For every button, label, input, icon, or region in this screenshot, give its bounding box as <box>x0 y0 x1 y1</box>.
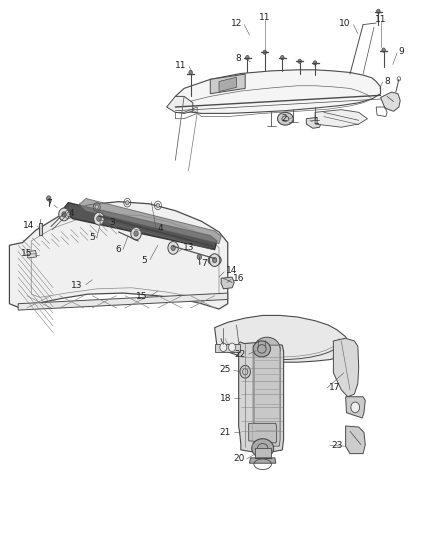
Ellipse shape <box>209 254 220 266</box>
Text: 20: 20 <box>233 455 244 463</box>
Text: 2: 2 <box>281 114 287 123</box>
Ellipse shape <box>377 9 380 13</box>
Polygon shape <box>210 74 245 94</box>
Ellipse shape <box>94 212 104 225</box>
Text: 21: 21 <box>220 428 231 437</box>
Text: 4: 4 <box>68 209 74 218</box>
Ellipse shape <box>208 255 221 265</box>
Text: 18: 18 <box>220 394 231 403</box>
Ellipse shape <box>131 227 141 240</box>
Ellipse shape <box>281 55 284 60</box>
Ellipse shape <box>168 241 178 254</box>
Polygon shape <box>18 293 228 310</box>
Polygon shape <box>315 110 367 127</box>
Ellipse shape <box>229 343 236 352</box>
Ellipse shape <box>382 48 385 52</box>
Text: 1: 1 <box>314 117 320 126</box>
Polygon shape <box>249 423 277 443</box>
Ellipse shape <box>62 212 66 217</box>
Polygon shape <box>39 223 42 235</box>
Polygon shape <box>166 96 193 114</box>
Text: 7: 7 <box>201 260 207 268</box>
Polygon shape <box>10 201 228 309</box>
Ellipse shape <box>171 245 175 251</box>
Text: 4: 4 <box>158 224 163 233</box>
Text: 11: 11 <box>175 61 186 70</box>
Polygon shape <box>175 70 381 114</box>
Polygon shape <box>306 118 321 128</box>
Text: 15: 15 <box>135 292 147 301</box>
Text: 15: 15 <box>21 249 32 259</box>
Ellipse shape <box>197 254 201 260</box>
Polygon shape <box>255 448 271 458</box>
Polygon shape <box>254 345 280 446</box>
Polygon shape <box>215 344 240 352</box>
Ellipse shape <box>220 343 227 352</box>
Ellipse shape <box>253 341 271 357</box>
Ellipse shape <box>246 55 249 60</box>
Polygon shape <box>62 203 217 249</box>
Text: 25: 25 <box>220 365 231 374</box>
Text: 17: 17 <box>329 383 340 392</box>
Ellipse shape <box>252 439 274 458</box>
Text: 13: 13 <box>71 280 83 289</box>
Ellipse shape <box>240 366 251 378</box>
Text: 12: 12 <box>231 19 242 28</box>
Ellipse shape <box>212 257 217 263</box>
Polygon shape <box>27 251 36 258</box>
Ellipse shape <box>156 203 159 207</box>
Text: 3: 3 <box>109 219 115 228</box>
Ellipse shape <box>46 196 51 201</box>
Text: 10: 10 <box>339 19 350 28</box>
Text: 6: 6 <box>115 245 121 254</box>
Polygon shape <box>346 426 365 454</box>
Polygon shape <box>381 92 400 111</box>
Text: 9: 9 <box>398 47 404 55</box>
Text: 22: 22 <box>235 350 246 359</box>
Polygon shape <box>239 342 284 454</box>
Ellipse shape <box>67 212 70 216</box>
Polygon shape <box>221 277 234 289</box>
Polygon shape <box>215 316 350 362</box>
Ellipse shape <box>313 61 317 65</box>
Text: 16: 16 <box>233 273 244 282</box>
Polygon shape <box>219 77 237 92</box>
Text: 8: 8 <box>235 54 241 62</box>
Ellipse shape <box>263 50 267 54</box>
Text: 5: 5 <box>141 256 148 264</box>
Polygon shape <box>346 397 365 418</box>
Ellipse shape <box>298 59 301 63</box>
Text: 11: 11 <box>375 15 386 24</box>
Ellipse shape <box>126 200 129 205</box>
Text: 11: 11 <box>259 13 271 22</box>
Polygon shape <box>250 458 276 463</box>
Text: 14: 14 <box>226 266 237 275</box>
Text: 13: 13 <box>183 244 195 253</box>
Polygon shape <box>333 338 359 397</box>
Text: 8: 8 <box>384 77 390 86</box>
Text: 7: 7 <box>46 199 52 208</box>
Text: 5: 5 <box>89 233 95 242</box>
Ellipse shape <box>59 208 69 221</box>
Ellipse shape <box>97 216 101 221</box>
Text: 23: 23 <box>332 441 343 450</box>
Ellipse shape <box>95 205 99 209</box>
Ellipse shape <box>189 70 192 75</box>
Ellipse shape <box>254 337 280 361</box>
Polygon shape <box>79 198 221 244</box>
Text: 14: 14 <box>23 221 35 230</box>
Ellipse shape <box>351 402 360 413</box>
Ellipse shape <box>278 112 293 125</box>
Ellipse shape <box>134 231 138 236</box>
